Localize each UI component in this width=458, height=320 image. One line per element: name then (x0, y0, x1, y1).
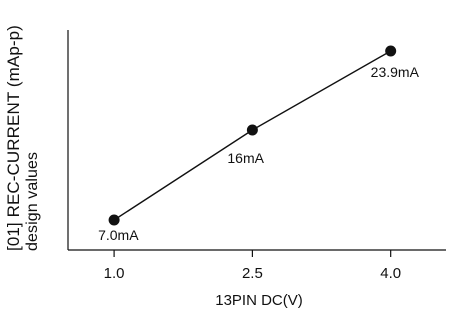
data-label: 7.0mA (98, 227, 139, 243)
data-points (108, 45, 397, 226)
data-point (385, 45, 397, 57)
x-ticks: 1.0 2.5 4.0 (104, 250, 401, 282)
x-axis-label: 13PIN DC(V) (215, 292, 303, 309)
data-point (108, 214, 120, 226)
data-point (246, 124, 258, 136)
x-tick-label: 2.5 (242, 265, 263, 282)
data-labels: 7.0mA 16mA 23.9mA (98, 64, 419, 243)
x-tick-label: 1.0 (104, 265, 125, 282)
data-label: 23.9mA (371, 64, 420, 80)
x-tick-label: 4.0 (380, 265, 401, 282)
data-label: 16mA (227, 150, 264, 166)
